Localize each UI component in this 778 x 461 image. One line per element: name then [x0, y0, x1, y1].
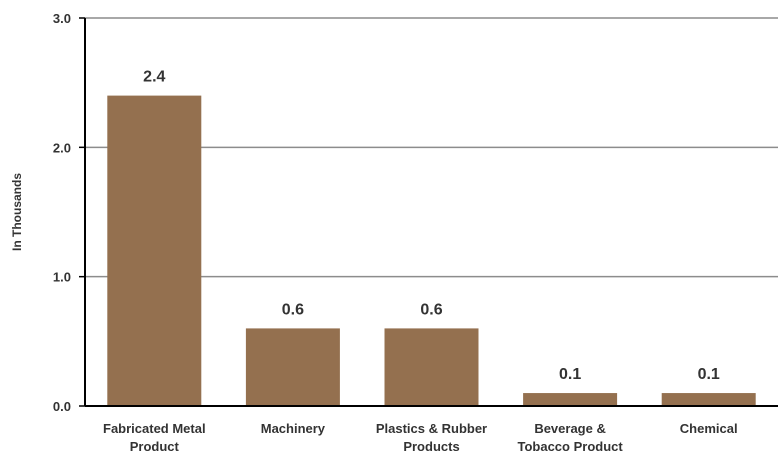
- bar-5: [661, 393, 756, 406]
- y-axis-title: In Thousands: [10, 173, 24, 251]
- data-label: 0.6: [420, 301, 442, 318]
- x-category-label: Beverage & Tobacco Product: [517, 421, 623, 454]
- y-tick-label: 2.0: [53, 140, 71, 155]
- y-tick-label: 0.0: [53, 399, 71, 414]
- data-label: 2.4: [143, 69, 165, 86]
- data-label: 0.1: [559, 366, 581, 383]
- y-tick-label: 1.0: [53, 270, 71, 285]
- x-category-label: Machinery: [261, 421, 326, 436]
- data-label: 0.1: [698, 366, 720, 383]
- y-tick-label: 3.0: [53, 11, 71, 26]
- data-label: 0.6: [282, 301, 304, 318]
- x-category-label: Fabricated Metal Product: [103, 421, 206, 454]
- bar-1: [107, 95, 202, 406]
- bar-2: [245, 328, 340, 406]
- x-category-label: Plastics & Rubber Products: [376, 421, 487, 454]
- x-category-label: Chemical: [680, 421, 738, 436]
- bar-3: [384, 328, 479, 406]
- bar-4: [523, 393, 618, 406]
